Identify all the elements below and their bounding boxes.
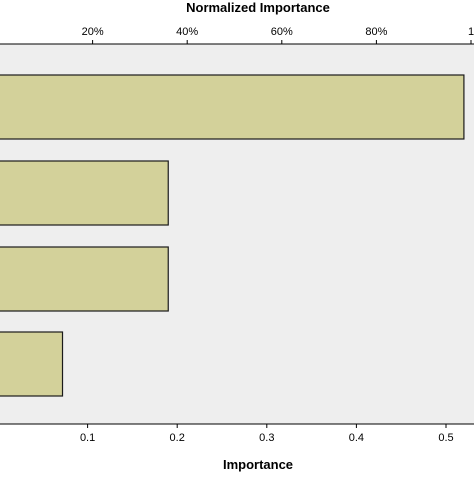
bottom-axis-tick-label: 0.2 bbox=[170, 432, 185, 444]
top-axis-tick-label: 1 bbox=[468, 26, 474, 38]
bottom-axis-tick-label: 0.4 bbox=[349, 432, 364, 444]
top-axis-tick-label: 40% bbox=[176, 26, 198, 38]
bottom-axis-tick-label: 0.5 bbox=[438, 432, 453, 444]
bar bbox=[0, 331, 64, 397]
bar bbox=[0, 74, 465, 140]
top-axis-tick-label: 80% bbox=[365, 26, 387, 38]
bottom-axis-tick-label: 0.1 bbox=[80, 432, 95, 444]
bottom-axis-ticks: 0.1 0.2 0.3 0.4 0.5 bbox=[80, 424, 454, 444]
bars bbox=[0, 74, 465, 397]
top-axis-tick-label: 60% bbox=[271, 26, 293, 38]
bar bbox=[0, 160, 169, 226]
bar bbox=[0, 246, 169, 312]
top-axis-tick-label: 20% bbox=[82, 26, 104, 38]
top-axis-title: Normalized Importance bbox=[186, 0, 330, 15]
x-axis-title: Importance bbox=[223, 457, 293, 472]
bottom-axis-tick-label: 0.3 bbox=[259, 432, 274, 444]
top-axis-ticks: 20% 40% 60% 80% 1 bbox=[82, 26, 474, 44]
